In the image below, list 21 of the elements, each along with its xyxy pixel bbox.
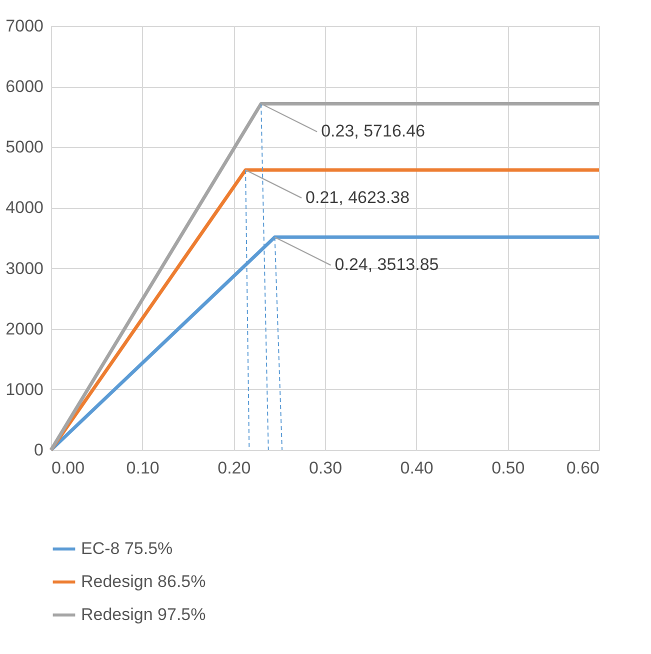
y-tick-label: 4000 xyxy=(6,198,44,218)
legend-label: Redesign 97.5% xyxy=(81,605,206,624)
x-tick-label: 0.20 xyxy=(218,458,251,478)
y-tick-label: 7000 xyxy=(6,16,44,36)
y-tick-label: 6000 xyxy=(6,77,44,96)
legend-label: Redesign 86.5% xyxy=(81,572,206,591)
x-tick-label: 0.00 xyxy=(52,458,85,478)
x-tick-label: 0.30 xyxy=(308,458,342,478)
x-tick-label: 0.60 xyxy=(566,458,600,478)
x-tick-label: 0.10 xyxy=(126,458,160,478)
y-tick-label: 3000 xyxy=(6,258,44,278)
annotation: 0.23, 5716.46 xyxy=(321,122,426,141)
x-tick-label: 0.50 xyxy=(492,458,525,478)
y-tick-label: 0 xyxy=(34,440,44,460)
legend-label: EC-8 75.5% xyxy=(81,539,173,558)
annotation: 0.24, 3513.85 xyxy=(334,255,439,274)
annotation: 0.21, 4623.38 xyxy=(306,188,410,207)
y-tick-label: 1000 xyxy=(6,380,44,399)
x-tick-label: 0.40 xyxy=(400,458,434,478)
y-tick-label: 2000 xyxy=(6,319,44,338)
y-tick-label: 5000 xyxy=(6,138,44,157)
